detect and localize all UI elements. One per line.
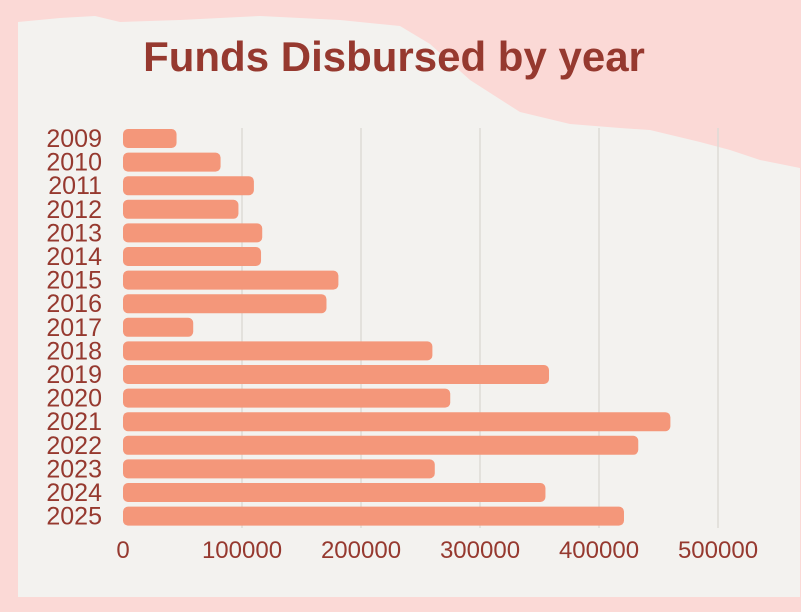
bar-2010 [123, 152, 221, 172]
bar-2022 [123, 435, 639, 455]
bar-2021 [123, 412, 671, 432]
category-label-2016: 2016 [46, 290, 102, 318]
category-label-2012: 2012 [46, 196, 102, 224]
bar-2011 [123, 176, 254, 196]
x-tick-label: 500000 [678, 537, 758, 564]
category-label-2010: 2010 [46, 149, 102, 177]
bar-2018 [123, 341, 433, 361]
category-label-2021: 2021 [46, 408, 102, 436]
category-label-2014: 2014 [46, 243, 102, 271]
category-label-2015: 2015 [46, 267, 102, 295]
x-axis-tick-labels: 0 100000 200000 300000 400000 500000 [116, 537, 758, 564]
x-tick-label: 400000 [559, 537, 639, 564]
chart-title: Funds Disbursed by year [143, 33, 645, 80]
category-label-2023: 2023 [46, 455, 102, 483]
bars [123, 129, 671, 526]
bar-2016 [123, 294, 327, 314]
category-label-2019: 2019 [46, 361, 102, 389]
category-labels: 2009201020112012201320142015201620172018… [46, 125, 102, 531]
bar-2017 [123, 317, 194, 337]
bar-2025 [123, 506, 624, 526]
category-label-2018: 2018 [46, 337, 102, 365]
bar-2023 [123, 459, 435, 479]
bar-2020 [123, 388, 451, 408]
bar-2009 [123, 129, 177, 148]
x-tick-label: 100000 [202, 537, 282, 564]
category-label-2020: 2020 [46, 385, 102, 413]
bar-2024 [123, 483, 546, 502]
category-label-2024: 2024 [46, 479, 102, 507]
category-label-2009: 2009 [46, 125, 102, 153]
bar-2015 [123, 270, 339, 290]
category-label-2025: 2025 [46, 503, 102, 531]
x-tick-label: 200000 [321, 537, 401, 564]
bar-2014 [123, 247, 262, 266]
category-label-2011: 2011 [48, 172, 102, 200]
bar-2019 [123, 365, 550, 384]
bar-2013 [123, 223, 263, 243]
x-tick-label: 0 [116, 537, 129, 564]
category-label-2013: 2013 [46, 219, 102, 247]
x-tick-label: 300000 [440, 537, 520, 564]
category-label-2022: 2022 [46, 432, 102, 460]
bar-2012 [123, 199, 239, 219]
category-label-2017: 2017 [46, 314, 102, 342]
